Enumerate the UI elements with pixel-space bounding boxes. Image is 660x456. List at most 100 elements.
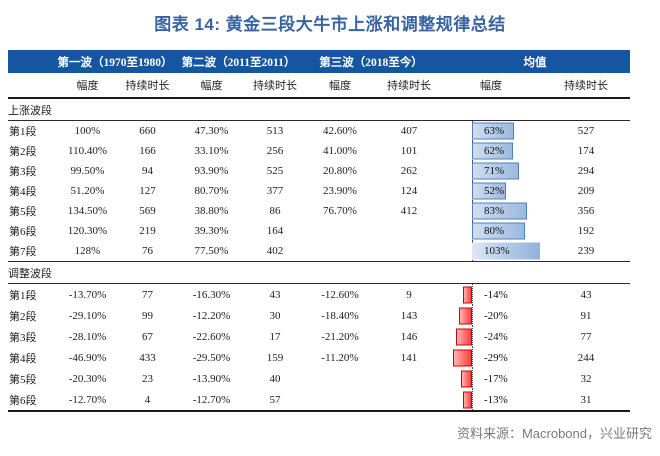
cell-wave2-amplitude: 39.30% [194,225,229,237]
avg-amplitude-header: 幅度 [480,80,503,92]
cell-wave2-amplitude: 38.80% [194,205,229,217]
cell-wave1-duration: 94 [142,165,153,177]
wave2-duration-header: 持续时长 [253,80,297,92]
wave3-header: 第三波（2018至今） [302,50,441,73]
row-label: 第3段 [9,166,37,178]
wave1-duration-header: 持续时长 [125,80,170,92]
table-row: 第7段 128% 76 77.50% 402 103% 239 [8,241,630,262]
cell-wave3-duration: 141 [400,351,418,364]
cell-avg-duration: 77 [580,330,592,343]
avg-amplitude-value: 71% [484,165,505,177]
cell-wave3-amplitude [302,241,378,262]
cell-wave3-amplitude: 76.70% [323,205,357,217]
wave1-header: 第一波（1970至1980） [55,50,175,73]
cell-wave3-duration [378,368,440,389]
corner-cell [8,50,55,73]
table-row: 第4段 -46.90% 433 -29.50% 159 -11.20% 141 … [8,347,630,368]
cell-wave1-duration: 99 [142,309,153,322]
table-row: 第3段 -28.10% 67 -22.60% 17 -21.20% 146 -2… [8,326,630,347]
avg-amplitude-value: -24% [484,330,508,343]
row-label: 第6段 [9,226,37,238]
row-label: 第2段 [9,310,37,323]
avg-amplitude-bar [472,142,513,160]
avg-amplitude-cell: 71% [440,161,542,181]
cell-wave3-amplitude [302,389,379,412]
avg-amplitude-bar [472,222,525,240]
avg-amplitude-cell: -24% [440,326,542,347]
cell-wave1-amplitude: -29.10% [68,309,107,322]
cell-wave3-amplitude [302,368,378,389]
cell-wave1-amplitude: 100% [74,125,101,137]
cell-wave3-amplitude: 23.90% [323,185,357,197]
section-adjustment: 调整波段 [8,261,631,284]
avg-amplitude-cell: -20% [440,305,542,326]
avg-amplitude-value: 52% [484,185,505,197]
cell-wave2-amplitude: -12.20% [192,309,231,322]
cell-avg-duration: 239 [577,245,595,257]
table-row: 第5段 134.50% 569 38.80% 86 76.70% 412 83%… [8,201,630,221]
avg-amplitude-cell: -17% [440,368,542,389]
cell-wave1-amplitude: -20.30% [68,372,107,385]
subheader-row: 幅度 持续时长 幅度 持续时长 幅度 持续时长 幅度 持续时长 [8,73,631,98]
avg-amplitude-value: -20% [484,309,508,322]
wave-header-row: 第一波（1970至1980） 第二波（2011至2011） 第三波（2018至今… [8,50,631,73]
avg-amplitude-bar [458,307,472,324]
cell-wave1-amplitude: 51.20% [70,185,105,197]
cell-avg-duration: 32 [580,372,592,385]
avg-amplitude-bar [472,182,507,200]
table-row: 第6段 120.30% 219 39.30% 164 80% 192 [8,221,630,241]
cell-wave3-duration: 146 [400,330,418,343]
cell-wave1-amplitude: 128% [74,245,101,257]
cell-wave3-amplitude: -21.20% [321,330,359,343]
avg-amplitude-value: 80% [484,225,505,237]
row-label: 第2段 [9,146,37,158]
cell-wave1-duration: 23 [142,372,153,385]
avg-amplitude-value: -13% [484,393,508,406]
table-row: 第2段 -29.10% 99 -12.20% 30 -18.40% 143 -2… [8,305,630,326]
row-label: 第5段 [9,373,37,386]
cell-wave2-amplitude: 47.30% [194,125,229,137]
row-label: 第4段 [9,352,37,365]
avg-duration-header: 持续时长 [564,80,609,92]
cell-wave3-duration: 262 [400,165,418,177]
avg-amplitude-bar [462,286,472,303]
table-row: 第2段 110.40% 166 33.10% 256 41.00% 101 62… [8,141,630,161]
cell-wave3-duration: 412 [400,205,418,217]
section-label: 上涨波段 [8,98,631,121]
cell-wave2-duration: 86 [269,205,281,217]
cell-avg-duration: 174 [577,145,595,157]
wave1-amplitude-header: 幅度 [76,80,99,92]
avg-amplitude-value: 83% [484,205,505,217]
cell-wave2-amplitude: -12.70% [175,389,248,412]
cell-wave3-duration: 101 [400,145,418,157]
cell-wave2-amplitude: -29.50% [192,351,231,364]
table-row: 第1段 -13.70% 77 -16.30% 43 -12.60% 9 -14%… [8,283,630,306]
table-row: 第4段 51.20% 127 80.70% 377 23.90% 124 52%… [8,181,630,201]
cell-wave2-duration: 256 [266,145,284,157]
avg-amplitude-value: -17% [484,372,508,385]
cell-avg-duration: 356 [577,205,595,217]
cell-wave1-duration: 569 [139,205,156,217]
cell-wave3-duration [378,241,440,262]
cell-wave3-duration: 407 [400,125,418,137]
avg-amplitude-bar [472,162,519,180]
avg-amplitude-bar [472,122,514,140]
wave3-amplitude-header: 幅度 [329,80,352,92]
row-label: 第1段 [9,126,37,138]
gold-bull-market-table: 第一波（1970至1980） 第二波（2011至2011） 第三波（2018至今… [8,50,631,412]
avg-amplitude-cell: 83% [440,201,542,221]
avg-amplitude-bar [460,370,472,387]
row-label: 第5段 [9,206,37,218]
avg-amplitude-value: 63% [484,125,505,137]
cell-wave1-duration: 219 [139,225,156,237]
avg-amplitude-cell: 103% [440,241,542,262]
cell-wave3-amplitude: 20.80% [323,165,357,177]
wave2-amplitude-header: 幅度 [200,80,223,92]
cell-wave3-duration [378,389,441,412]
table-row: 第1段 100% 660 47.30% 513 42.60% 407 63% 5… [8,120,630,142]
cell-wave2-duration: 57 [248,389,303,412]
avg-amplitude-cell: -14% [440,283,542,306]
page-title: 图表 14: 黄金三段大牛市上涨和调整规律总结 [154,15,506,34]
cell-wave1-duration: 660 [139,125,156,137]
